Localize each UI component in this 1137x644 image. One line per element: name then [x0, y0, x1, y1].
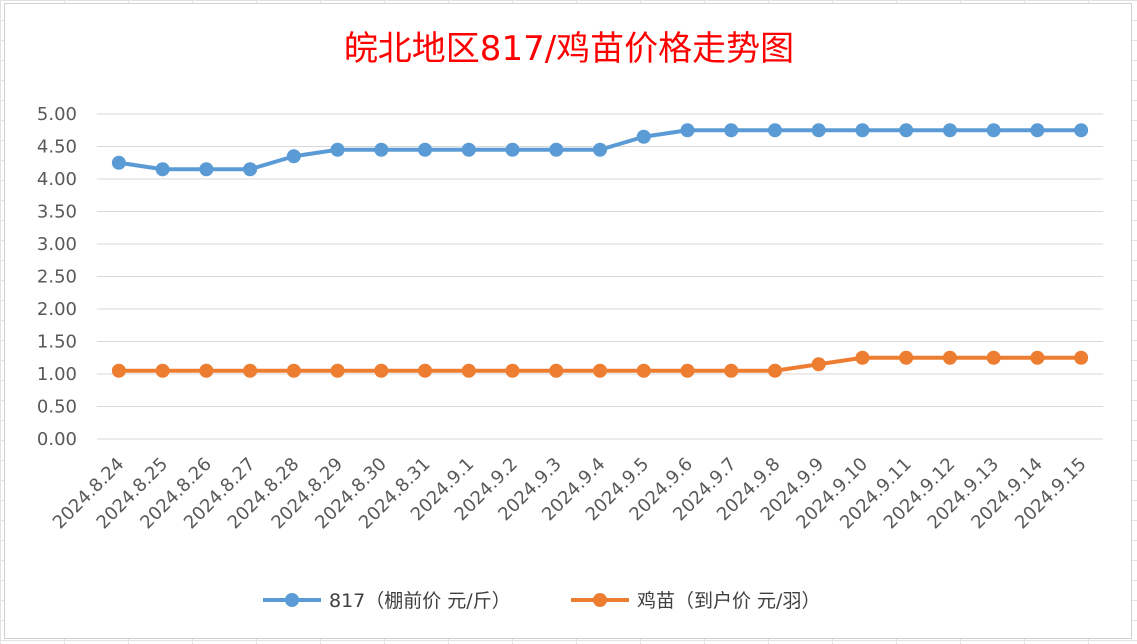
- y-tick-label: 0.00: [37, 429, 77, 450]
- data-point: [767, 123, 782, 138]
- data-point: [243, 162, 258, 177]
- y-tick-label: 2.50: [37, 267, 77, 288]
- data-point: [549, 142, 564, 157]
- data-point: [330, 142, 345, 157]
- data-point: [724, 363, 739, 378]
- grid-lines: [97, 113, 1103, 440]
- data-point: [986, 123, 1001, 138]
- data-point: [461, 363, 476, 378]
- data-point: [461, 142, 476, 157]
- data-point: [724, 123, 739, 138]
- data-point: [111, 363, 126, 378]
- x-axis-ticks: 2024.8.242024.8.252024.8.262024.8.272024…: [49, 454, 1091, 534]
- data-point: [899, 350, 914, 365]
- data-point: [549, 363, 564, 378]
- data-point: [855, 350, 870, 365]
- y-tick-label: 3.00: [37, 234, 77, 255]
- data-point: [986, 350, 1001, 365]
- data-point: [680, 123, 695, 138]
- line-chart: 皖北地区817/鸡苗价格走势图 0.00 0.50 1.00 1.50 2.00 2.50…: [37, 29, 1103, 612]
- data-point: [942, 123, 957, 138]
- legend-label-0: 817（棚前价 元/斤）: [329, 590, 511, 612]
- series-lines: [111, 123, 1089, 378]
- data-point: [1030, 123, 1045, 138]
- data-point: [1030, 350, 1045, 365]
- data-point: [636, 129, 651, 144]
- data-point: [199, 363, 214, 378]
- data-point: [1074, 350, 1089, 365]
- data-point: [418, 363, 433, 378]
- y-tick-label: 1.00: [37, 364, 77, 385]
- data-point: [199, 162, 214, 177]
- data-point: [286, 363, 301, 378]
- data-point: [636, 363, 651, 378]
- data-point: [330, 363, 345, 378]
- data-point: [505, 142, 520, 157]
- data-point: [811, 357, 826, 372]
- data-point: [286, 149, 301, 164]
- data-point: [855, 123, 870, 138]
- chart-title: 皖北地区817/鸡苗价格走势图: [344, 29, 794, 69]
- y-tick-label: 2.00: [37, 299, 77, 320]
- y-tick-label: 4.50: [37, 137, 77, 158]
- y-tick-label: 3.50: [37, 202, 77, 223]
- chart-area[interactable]: 皖北地区817/鸡苗价格走势图 0.00 0.50 1.00 1.50 2.00 2.50…: [4, 3, 1132, 639]
- y-tick-label: 5.00: [37, 104, 77, 125]
- y-tick-label: 0.50: [37, 397, 77, 418]
- legend-marker-1: [593, 593, 607, 607]
- y-tick-label: 4.00: [37, 169, 77, 190]
- legend-label-1: 鸡苗（到户价 元/羽）: [637, 590, 820, 612]
- y-tick-label: 1.50: [37, 332, 77, 353]
- legend: 817（棚前价 元/斤） 鸡苗（到户价 元/羽）: [263, 590, 820, 612]
- legend-marker-0: [285, 593, 299, 607]
- data-point: [767, 363, 782, 378]
- data-point: [593, 142, 607, 157]
- data-point: [111, 155, 126, 170]
- data-point: [942, 350, 957, 365]
- data-point: [680, 363, 695, 378]
- data-point: [155, 162, 170, 177]
- data-point: [243, 363, 258, 378]
- data-point: [374, 142, 389, 157]
- data-point: [593, 363, 607, 378]
- data-point: [155, 363, 170, 378]
- data-point: [811, 123, 826, 138]
- data-point: [1074, 123, 1089, 138]
- data-point: [899, 123, 914, 138]
- data-point: [505, 363, 520, 378]
- data-point: [374, 363, 389, 378]
- data-point: [418, 142, 433, 157]
- y-axis-ticks: 0.00 0.50 1.00 1.50 2.00 2.50 3.00 3.50 4.00 4.50…: [37, 104, 77, 450]
